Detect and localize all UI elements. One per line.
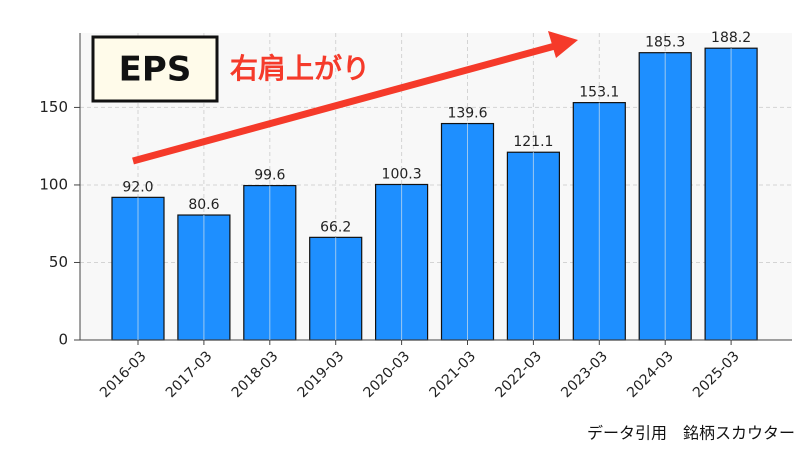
y-tick-label: 0 <box>58 331 68 349</box>
y-tick-label: 150 <box>39 98 68 116</box>
chart-title: EPS <box>119 50 192 90</box>
value-label: 121.1 <box>513 134 553 150</box>
value-label: 153.1 <box>579 85 619 101</box>
value-label: 80.6 <box>188 197 219 213</box>
arrow-head <box>548 31 578 58</box>
value-label: 185.3 <box>645 35 685 51</box>
value-label: 92.0 <box>122 179 153 195</box>
x-tick-label: 2022-03 <box>492 348 545 401</box>
x-tick-label: 2024-03 <box>624 348 677 401</box>
x-tick-label: 2020-03 <box>361 348 414 401</box>
x-tick-label: 2016-03 <box>97 348 150 401</box>
title-box <box>91 35 219 103</box>
value-label: 139.6 <box>447 106 487 122</box>
x-tick-label: 2019-03 <box>295 348 348 401</box>
value-label: 66.2 <box>320 219 351 235</box>
x-tick-label: 2018-03 <box>229 348 282 401</box>
x-tick-label: 2025-03 <box>690 348 743 401</box>
y-tick-label: 100 <box>39 175 68 193</box>
x-tick-label: 2021-03 <box>426 348 479 401</box>
x-tick-label: 2017-03 <box>163 348 216 401</box>
value-label: 188.2 <box>711 30 751 46</box>
x-tick-label: 2023-03 <box>558 348 611 401</box>
y-tick-label: 50 <box>49 253 68 271</box>
arrow <box>132 42 556 165</box>
annotation: 右肩上がり <box>230 52 370 85</box>
value-label: 99.6 <box>254 168 285 184</box>
value-label: 100.3 <box>382 166 422 182</box>
source: データ引用 銘柄スカウター <box>587 424 795 443</box>
